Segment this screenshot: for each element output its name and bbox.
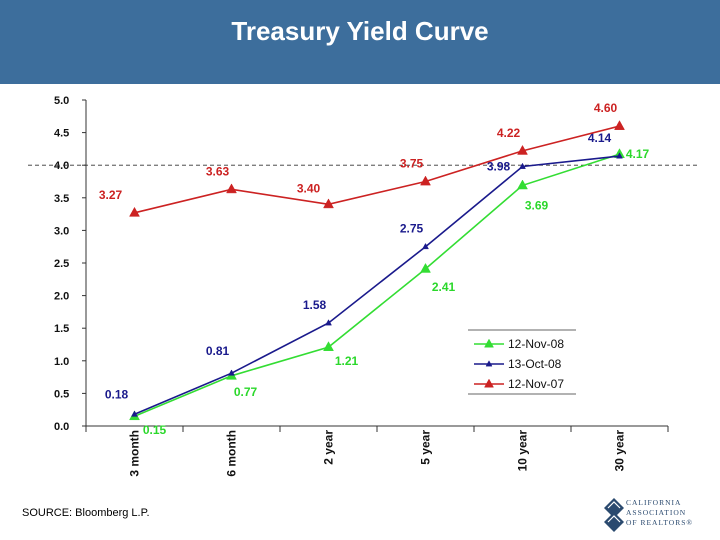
y-tick-label: 1.5: [54, 323, 69, 335]
y-tick-label: 1.0: [54, 356, 69, 368]
data-point: [420, 175, 431, 186]
y-tick-label: 0.5: [54, 388, 69, 400]
data-point: [517, 179, 528, 190]
data-label: 0.18: [105, 387, 129, 401]
series-line: [134, 155, 620, 416]
data-label: 0.15: [143, 423, 167, 437]
data-point: [131, 410, 138, 417]
legend-label: 13-Oct-08: [508, 357, 562, 371]
y-tick-label: 4.5: [54, 128, 69, 140]
data-label: 2.75: [400, 222, 424, 236]
legend-swatch-marker: [485, 360, 493, 367]
data-label: 3.27: [99, 188, 123, 202]
data-label: 1.21: [335, 354, 359, 368]
x-tick-label: 30 year: [613, 430, 627, 472]
data-point: [323, 198, 334, 209]
data-point: [422, 242, 429, 250]
legend-label: 12-Nov-08: [508, 337, 564, 351]
legend-swatch-marker: [484, 378, 494, 388]
data-point: [616, 152, 623, 159]
data-label: 0.77: [234, 385, 258, 399]
y-tick-label: 5.0: [54, 95, 69, 107]
x-tick-label: 5 year: [419, 430, 433, 465]
y-tick-label: 2.5: [54, 258, 69, 270]
series-line: [134, 153, 620, 417]
data-label: 4.14: [588, 131, 612, 145]
data-label: 3.40: [297, 181, 321, 195]
x-tick-label: 2 year: [322, 430, 336, 465]
data-point: [129, 206, 140, 217]
logo-line: CALIFORNIA: [626, 498, 682, 507]
data-point: [614, 120, 625, 130]
data-point: [519, 162, 526, 169]
car-logo: CALIFORNIA ASSOCIATION OF REALTORS®: [604, 494, 716, 534]
logo-line: OF REALTORS®: [626, 518, 694, 527]
y-tick-label: 2.0: [54, 291, 69, 303]
data-label: 4.22: [497, 126, 521, 140]
page-title: Treasury Yield Curve: [231, 16, 489, 46]
series-line: [134, 125, 620, 214]
car-logo-text: CALIFORNIA ASSOCIATION OF REALTORS®: [626, 498, 693, 528]
x-tick-label: 3 month: [128, 430, 142, 477]
title-banner: Treasury Yield Curve: [0, 0, 720, 84]
legend-label: 12-Nov-07: [508, 377, 564, 391]
logo-line: ASSOCIATION: [626, 508, 687, 517]
data-point: [228, 369, 235, 376]
data-point: [517, 144, 528, 155]
data-label: 1.58: [303, 298, 327, 312]
x-tick-label: 10 year: [516, 430, 530, 472]
source-note: SOURCE: Bloomberg L.P.: [22, 507, 150, 519]
y-tick-label: 3.5: [54, 193, 69, 205]
data-label: 3.69: [525, 198, 549, 212]
y-tick-label: 0.0: [54, 421, 69, 433]
data-label: 4.60: [594, 101, 618, 115]
data-point: [323, 341, 334, 351]
data-point: [325, 319, 332, 326]
x-tick-label: 6 month: [225, 430, 239, 477]
yield-curve-chart: 0.0 0.5 1.0 1.5 2.0 2.5 3.0 3.5 4.0 4.5 5.0 3 month…: [28, 95, 700, 477]
y-tick-label: 3.0: [54, 225, 69, 237]
data-label: 4.17: [626, 147, 650, 161]
car-logo-mark-icon: [604, 498, 624, 532]
data-label: 3.63: [206, 164, 230, 178]
data-label: 3.98: [487, 160, 511, 174]
y-tick-label: 4.0: [54, 160, 69, 172]
data-point: [420, 262, 431, 273]
legend-swatch-marker: [484, 338, 494, 348]
data-label: 2.41: [432, 280, 456, 294]
data-label: 0.81: [206, 344, 230, 358]
data-label: 3.75: [400, 157, 424, 171]
data-point: [226, 183, 237, 194]
